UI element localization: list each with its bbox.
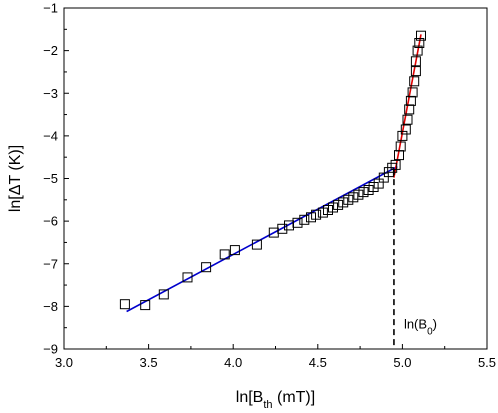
x-tick-label: 4.0 [224,355,242,370]
data-point [358,187,369,198]
data-point [414,38,425,48]
data-point [292,217,303,228]
b0-annotation-main: ln(B [404,317,427,332]
fit-lines [126,34,422,313]
data-point [348,192,359,203]
fit-line [393,34,422,178]
y-tick-label: −2 [43,43,58,58]
data-point [395,141,406,152]
x-tick-label: 3.5 [140,355,158,370]
y-tick-label: −8 [43,299,58,314]
data-point [368,182,379,192]
y-tick-label: −4 [43,128,58,143]
data-points [119,30,426,311]
x-axis: 3.0 3.5 4.0 4.5 5.0 5.5 [55,344,496,370]
x-tick-label: 5.5 [478,355,496,370]
data-point [373,178,384,189]
data-point [311,209,322,220]
plot-frame [63,7,488,350]
b0-annotation-tail: ) [433,317,437,332]
x-tick-label: 5.0 [393,355,411,370]
data-point [306,212,316,223]
data-point [277,223,288,234]
y-tick-label: −1 [43,1,58,16]
data-point [333,199,344,210]
y-tick-label: −7 [43,256,58,271]
data-point [409,76,420,87]
data-point [229,245,240,256]
data-point [378,172,389,183]
data-point [317,207,328,218]
y-tick-label: −9 [43,342,58,357]
data-point [402,114,413,125]
data-point [219,249,230,260]
data-point [328,202,338,213]
y-tick-label: −3 [43,86,58,101]
x-axis-title-tail: (mT)] [273,389,316,406]
data-point [416,30,426,41]
data-point [412,45,423,56]
data-point [338,197,349,208]
data-point [410,56,421,67]
data-point [140,300,151,311]
x-axis-title-main: ln[B [236,389,264,406]
y-tick-label: −5 [43,171,58,186]
data-point [387,162,398,173]
y-tick-label: −6 [43,214,58,229]
fit-line [126,165,398,313]
data-point [407,87,418,98]
x-tick-label: 4.5 [309,355,327,370]
data-point [410,66,421,77]
y-axis: −9 −8 −7 −6 −5 −4 −3 −2 −1 [43,1,69,357]
data-point [299,214,310,225]
data-point [390,159,401,170]
data-point [119,299,130,310]
data-point [400,124,411,135]
data-point [201,262,212,273]
data-point [353,189,364,200]
x-axis-title-sub: th [263,399,272,411]
data-point [251,239,262,250]
x-tick-label: 3.0 [55,355,73,370]
y-axis-title: ln[ΔT (K)] [7,145,24,212]
b0-annotation-sub: 0 [427,326,433,337]
data-point [158,289,169,300]
data-point [182,272,193,283]
b0-annotation: ln(B0) [404,317,437,338]
x-axis-title: ln[Bth (mT)] [236,389,315,411]
data-point [397,130,408,141]
